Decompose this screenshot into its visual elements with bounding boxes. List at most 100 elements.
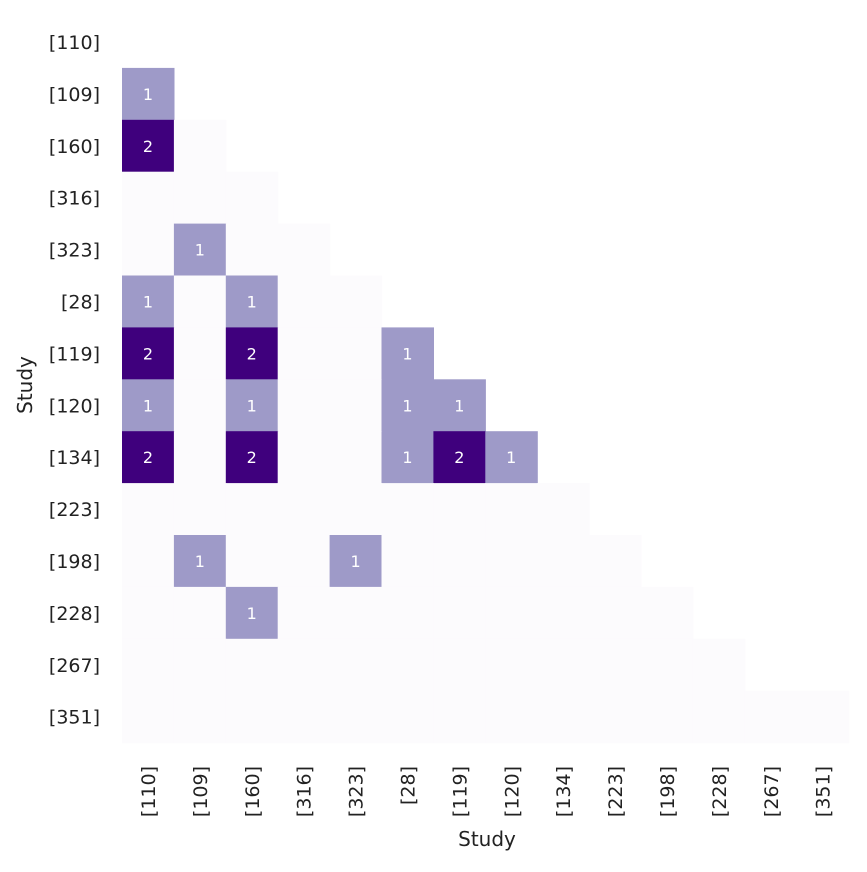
y-tick-label: [351] (49, 707, 100, 729)
heatmap-cell-6-2 (225, 327, 279, 380)
heatmap-cell-7-6 (433, 379, 486, 432)
heatmap-cell-9-6 (433, 483, 486, 536)
heatmap-cell-12-4 (329, 638, 383, 692)
x-axis-ticks: [110] [109] [160] [316] [323] [28] [119] [120] [… (138, 766, 835, 817)
heatmap-cell-11-4 (329, 586, 383, 640)
heatmap-cell-8-6 (433, 431, 486, 484)
x-tick-label: [323] (346, 766, 368, 817)
heatmap-cell-13-6 (433, 690, 486, 744)
heatmap-cell-8-2 (225, 431, 279, 484)
heatmap-cell-11-2 (225, 586, 279, 640)
x-tick-label: [316] (294, 766, 316, 817)
cell-value-label: 1 (247, 604, 257, 623)
x-tick-label: [110] (138, 766, 160, 817)
y-tick-label: [223] (49, 499, 100, 521)
y-axis-ticks: [110] [109] [160] [316] [323] [28] [119] [120] [… (49, 32, 100, 729)
heatmap-cell-11-0 (122, 586, 175, 640)
heatmap-cell-6-4 (329, 327, 383, 380)
y-tick-label: [228] (49, 603, 100, 625)
heatmap-cell-6-3 (277, 327, 331, 380)
cell-value-label: 1 (143, 396, 153, 415)
y-tick-label: [134] (49, 447, 100, 469)
heatmap-cells (122, 67, 850, 744)
x-tick-label: [119] (449, 766, 471, 817)
cell-value-label: 1 (350, 552, 360, 571)
x-tick-label: [223] (605, 766, 627, 817)
heatmap-cell-13-10 (641, 690, 694, 744)
heatmap-cell-4-0 (122, 223, 175, 277)
heatmap-cell-8-3 (277, 431, 331, 484)
heatmap-cell-11-6 (433, 586, 486, 640)
heatmap-cell-10-0 (122, 535, 175, 588)
heatmap-cell-11-9 (589, 586, 642, 640)
heatmap-cell-2-1 (173, 119, 227, 173)
cell-value-label: 1 (195, 241, 205, 260)
heatmap-cell-4-3 (277, 223, 331, 277)
heatmap-cell-4-1 (173, 223, 227, 277)
y-tick-label: [109] (49, 84, 100, 106)
x-axis-label: Study (458, 827, 516, 851)
heatmap-cell-6-0 (122, 327, 175, 380)
heatmap-cell-7-2 (225, 379, 279, 432)
heatmap-cell-7-0 (122, 379, 175, 432)
heatmap-cell-10-2 (225, 535, 279, 588)
heatmap-cell-10-7 (485, 535, 538, 588)
heatmap-cell-13-5 (381, 690, 434, 744)
cell-value-label: 1 (143, 85, 153, 104)
x-tick-label: [109] (190, 766, 212, 817)
heatmap-cell-6-5 (381, 327, 434, 380)
heatmap-cell-5-3 (277, 275, 331, 328)
heatmap-cell-11-5 (381, 586, 434, 640)
y-tick-label: [110] (49, 32, 100, 54)
heatmap-cell-5-1 (173, 275, 227, 328)
cell-value-label: 2 (143, 448, 153, 467)
heatmap-cell-10-4 (329, 535, 383, 588)
y-tick-label: [198] (49, 551, 100, 573)
cell-value-label: 2 (143, 344, 153, 363)
heatmap-cell-10-9 (589, 535, 642, 588)
heatmap-cell-6-1 (173, 327, 227, 380)
cell-value-label: 1 (402, 448, 412, 467)
heatmap-cell-9-2 (225, 483, 279, 536)
heatmap-cell-7-5 (381, 379, 434, 432)
cell-value-label: 2 (454, 448, 464, 467)
x-tick-label: [134] (553, 766, 575, 817)
heatmap-cell-2-0 (122, 119, 175, 173)
heatmap-cell-9-1 (173, 483, 227, 536)
heatmap-cell-9-5 (381, 483, 434, 536)
heatmap-cell-10-6 (433, 535, 486, 588)
heatmap-cell-13-7 (485, 690, 538, 744)
y-tick-label: [323] (49, 240, 100, 262)
heatmap-cell-9-0 (122, 483, 175, 536)
heatmap-cell-9-4 (329, 483, 383, 536)
y-tick-label: [28] (61, 291, 100, 313)
heatmap-cell-labels: 1 2 1 1 1 2 2 1 1 1 1 1 2 2 1 2 1 1 1 1 (143, 85, 516, 623)
x-tick-label: [28] (397, 766, 419, 805)
y-tick-label: [119] (49, 343, 100, 365)
cell-value-label: 1 (195, 552, 205, 571)
heatmap-cell-8-1 (173, 431, 227, 484)
heatmap-cell-12-10 (641, 638, 694, 692)
heatmap-cell-13-0 (122, 690, 175, 744)
x-tick-label: [267] (761, 766, 783, 817)
cell-value-label: 1 (143, 292, 153, 311)
cell-value-label: 2 (247, 344, 257, 363)
heatmap-cell-11-10 (641, 586, 694, 640)
cell-value-label: 1 (402, 344, 412, 363)
heatmap-cell-13-4 (329, 690, 383, 744)
heatmap-cell-8-5 (381, 431, 434, 484)
cell-value-label: 2 (247, 448, 257, 467)
heatmap-cell-13-3 (277, 690, 331, 744)
heatmap-cell-10-3 (277, 535, 331, 588)
heatmap-cell-13-11 (692, 690, 746, 744)
heatmap-cell-1-0 (122, 67, 175, 121)
heatmap-cell-11-8 (537, 586, 590, 640)
cell-value-label: 1 (247, 292, 257, 311)
heatmap-cell-12-2 (225, 638, 279, 692)
heatmap-cell-12-0 (122, 638, 175, 692)
x-tick-label: [120] (501, 766, 523, 817)
heatmap-cell-12-5 (381, 638, 434, 692)
heatmap-cell-8-4 (329, 431, 383, 484)
heatmap-cell-7-3 (277, 379, 331, 432)
